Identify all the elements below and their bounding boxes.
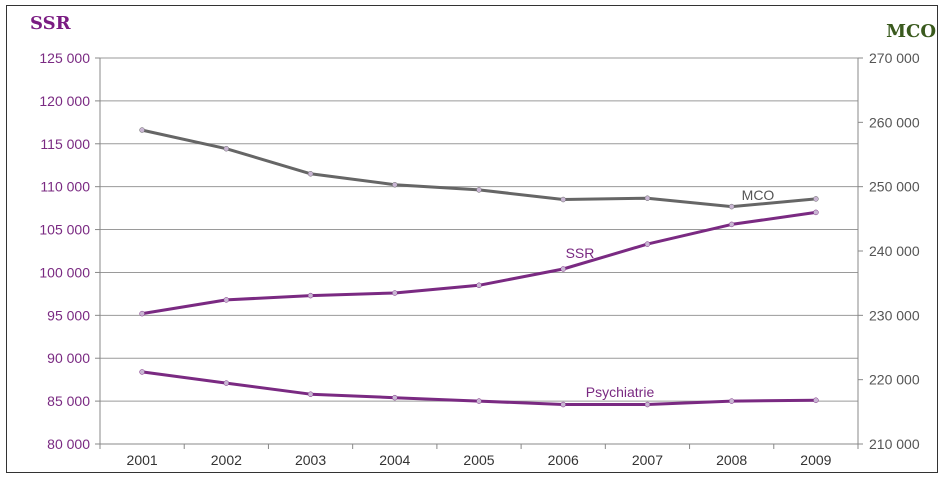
data-point <box>307 292 314 299</box>
data-point <box>223 380 230 386</box>
right-tick-label: 230 000 <box>869 307 920 323</box>
data-point <box>139 310 145 317</box>
data-points <box>139 127 819 408</box>
left-tick-label: 100 000 <box>39 264 90 280</box>
left-tick-label: 80 000 <box>47 436 90 452</box>
x-tick-label: 2007 <box>632 452 663 468</box>
data-point <box>644 401 651 408</box>
x-tick-label: 2008 <box>716 452 747 468</box>
x-tick-label: 2003 <box>295 452 326 468</box>
data-point <box>392 394 398 401</box>
data-point <box>392 290 398 296</box>
data-point <box>728 203 735 210</box>
data-point <box>560 266 566 272</box>
series-line-mco <box>140 128 818 209</box>
left-tick-label: 125 000 <box>39 50 90 66</box>
data-point <box>223 145 230 152</box>
data-point <box>139 127 145 133</box>
left-tick-label: 95 000 <box>47 307 90 323</box>
chart-frame <box>6 5 938 473</box>
data-point <box>813 397 819 404</box>
data-point <box>139 369 145 375</box>
left-tick-label: 105 000 <box>39 222 90 238</box>
data-point <box>307 391 314 397</box>
data-point <box>476 398 482 404</box>
series-label-mco: MCO <box>742 187 775 203</box>
data-point <box>560 401 566 408</box>
gridlines <box>100 57 858 445</box>
left-axis-title: SSR <box>30 13 72 34</box>
x-tick-label: 2005 <box>463 452 494 468</box>
data-point <box>813 209 819 216</box>
right-tick-label: 260 000 <box>869 114 920 130</box>
right-tick-label: 220 000 <box>869 372 920 388</box>
axes <box>95 57 863 449</box>
x-tick-label: 2004 <box>379 452 410 468</box>
right-tick-label: 240 000 <box>869 243 920 259</box>
left-tick-label: 85 000 <box>47 393 90 409</box>
x-tick-label: 2009 <box>800 452 831 468</box>
x-tick-label: 2002 <box>211 452 242 468</box>
data-point <box>813 196 819 202</box>
left-tick-label: 110 000 <box>40 179 90 195</box>
data-point <box>728 398 735 404</box>
right-tick-label: 270 000 <box>869 50 920 66</box>
left-tick-label: 120 000 <box>39 93 90 109</box>
data-point <box>392 181 398 188</box>
x-tick-label: 2001 <box>127 452 158 468</box>
series-label-psychiatrie: Psychiatrie <box>586 384 655 400</box>
series-lines <box>140 128 818 406</box>
right-tick-label: 250 000 <box>869 179 920 195</box>
series-line-ssr <box>140 210 818 316</box>
data-point <box>223 297 230 303</box>
data-point <box>476 187 482 193</box>
left-tick-label: 90 000 <box>47 350 90 366</box>
data-point <box>644 195 651 201</box>
data-point <box>728 221 735 228</box>
data-point <box>560 196 566 203</box>
data-point <box>644 241 651 247</box>
right-axis-title: MCO <box>886 21 936 42</box>
tick-labels: 80 000 85 000 90 000 95 000 100 000 105 000 11… <box>39 50 919 468</box>
data-point <box>307 171 314 177</box>
series-label-ssr: SSR <box>566 245 595 261</box>
left-tick-label: 115 000 <box>40 136 90 152</box>
x-tick-label: 2006 <box>548 452 579 468</box>
right-tick-label: 210 000 <box>869 436 920 452</box>
series-labels: MCO SSR Psychiatrie <box>566 187 775 400</box>
data-point <box>476 282 482 289</box>
